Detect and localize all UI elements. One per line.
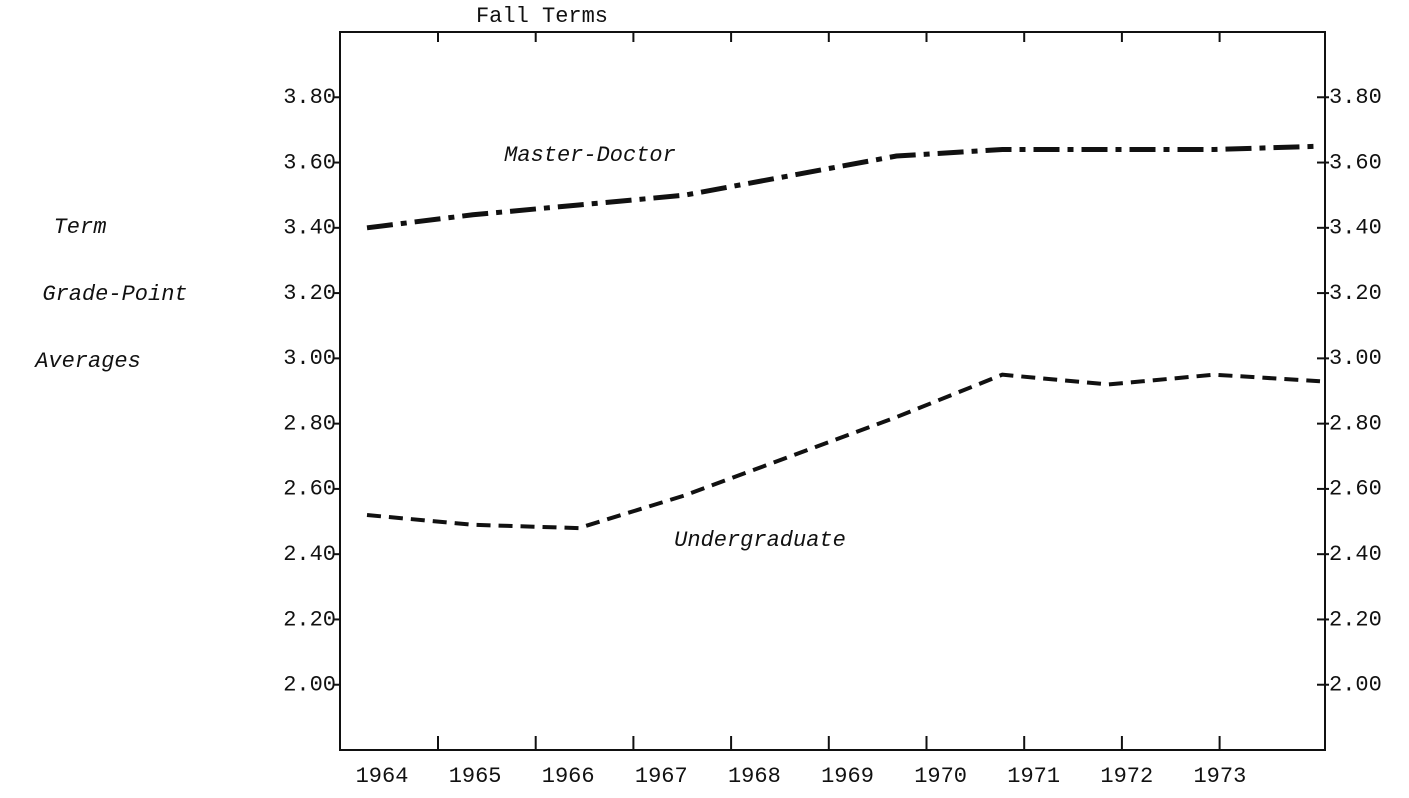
x-tick-label: 1965 bbox=[449, 764, 502, 789]
y-tick-label-right: 3.00 bbox=[1329, 346, 1382, 371]
y-axis-label: Term bbox=[54, 215, 107, 240]
y-tick-label: 3.00 bbox=[283, 346, 336, 371]
y-axis-label: Averages bbox=[33, 349, 141, 374]
y-tick-label-right: 3.80 bbox=[1329, 85, 1382, 110]
x-tick-label: 1967 bbox=[635, 764, 688, 789]
y-tick-label: 2.00 bbox=[283, 673, 336, 698]
series-line bbox=[366, 143, 1321, 231]
x-tick-label: 1964 bbox=[356, 764, 409, 789]
y-tick-label: 2.40 bbox=[283, 542, 336, 567]
y-tick-label-right: 3.60 bbox=[1329, 150, 1382, 175]
y-tick-label: 3.60 bbox=[283, 150, 336, 175]
y-tick-label: 2.20 bbox=[283, 607, 336, 632]
y-tick-label: 3.40 bbox=[283, 216, 336, 241]
y-tick-label-right: 2.60 bbox=[1329, 477, 1382, 502]
x-tick-label: 1970 bbox=[914, 764, 967, 789]
x-tick-label: 1968 bbox=[728, 764, 781, 789]
y-tick-label-right: 3.40 bbox=[1329, 216, 1382, 241]
x-tick-label: 1966 bbox=[542, 764, 595, 789]
y-tick-label: 2.60 bbox=[283, 477, 336, 502]
y-tick-label-right: 2.40 bbox=[1329, 542, 1382, 567]
y-tick-label-right: 2.00 bbox=[1329, 673, 1382, 698]
series-label: Undergraduate bbox=[674, 528, 846, 553]
x-tick-label: 1969 bbox=[821, 764, 874, 789]
y-axis-label: Grade-Point bbox=[42, 282, 187, 307]
y-tick-label-right: 2.20 bbox=[1329, 607, 1382, 632]
y-tick-label: 3.20 bbox=[283, 281, 336, 306]
x-tick-label: 1973 bbox=[1193, 764, 1246, 789]
y-tick-label-right: 2.80 bbox=[1329, 411, 1382, 436]
series-label: Master-Doctor bbox=[504, 143, 676, 168]
series-line bbox=[366, 372, 1321, 531]
x-tick-label: 1972 bbox=[1100, 764, 1153, 789]
plot-frame bbox=[339, 31, 1326, 751]
x-tick-label: 1971 bbox=[1007, 764, 1060, 789]
y-tick-label-right: 3.20 bbox=[1329, 281, 1382, 306]
y-tick-label: 2.80 bbox=[283, 411, 336, 436]
chart-title: Fall Terms bbox=[476, 4, 608, 29]
y-tick-label: 3.80 bbox=[283, 85, 336, 110]
